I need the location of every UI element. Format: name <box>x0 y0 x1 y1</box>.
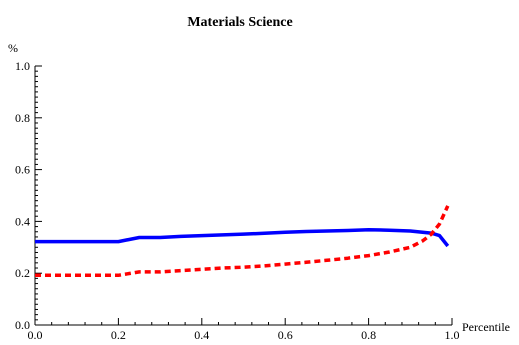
y-tick-label: 0.6 <box>15 163 30 177</box>
x-tick-label: 0.2 <box>111 328 126 342</box>
y-tick-label: 1.0 <box>15 59 30 73</box>
series-line-1 <box>35 227 450 248</box>
series-line-2 <box>35 205 450 278</box>
x-tick-label: 0.4 <box>194 328 209 342</box>
x-tick-label: 0.8 <box>361 328 376 342</box>
x-tick-label: 1.0 <box>445 328 460 342</box>
y-axis-label: % <box>8 41 18 55</box>
axis-ticks: 0.0 0.2 0.4 0.6 0.8 1.0 0.0 0.2 0.4 0.6 0.8 1.0 <box>15 59 460 342</box>
x-axis-label: Percentile <box>462 320 510 334</box>
y-tick-label: 0.0 <box>15 318 30 332</box>
series-layer <box>35 205 450 278</box>
x-tick-label: 0.6 <box>278 328 293 342</box>
x-tick-label: 0.0 <box>28 328 43 342</box>
chart-title: Materials Science <box>187 15 292 30</box>
y-tick-label: 0.4 <box>15 214 30 228</box>
y-tick-label: 0.8 <box>15 111 30 125</box>
y-tick-label: 0.2 <box>15 266 30 280</box>
